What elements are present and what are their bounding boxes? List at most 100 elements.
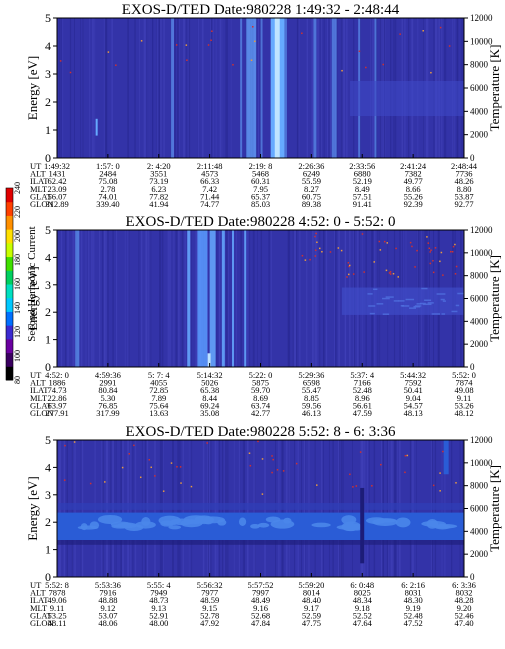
colorbar-tick-label: 100 <box>13 350 22 362</box>
striation <box>334 230 335 367</box>
band-patch <box>168 525 182 530</box>
info-row-label: MLT <box>30 393 48 403</box>
info-row-value: 47.64 <box>353 618 373 628</box>
data-dot <box>373 261 375 263</box>
info-row-value: 49.08 <box>454 385 473 395</box>
info-row-value: 6249 <box>303 169 320 179</box>
info-row-value: 48.06 <box>98 618 117 628</box>
data-dot <box>154 475 156 477</box>
y-tick-label: 2 <box>45 95 51 109</box>
data-dot <box>430 71 432 74</box>
info-row-label: MLT <box>30 603 48 613</box>
data-dot <box>442 274 444 276</box>
data-dot <box>416 249 418 252</box>
striation <box>94 18 96 158</box>
info-row-value: 7736 <box>456 169 473 179</box>
striation <box>91 230 93 367</box>
band-patch <box>202 516 214 525</box>
colorbar-segment <box>6 325 13 340</box>
y2-tick-label: 12000 <box>470 13 493 23</box>
data-dot <box>371 485 373 487</box>
data-dot <box>248 452 251 454</box>
y2-tick-label: 10000 <box>470 248 493 258</box>
info-row-value: 42.77 <box>251 408 270 418</box>
striation <box>179 18 181 158</box>
intensity-streak <box>244 230 247 367</box>
info-row-value: 65.38 <box>200 385 219 395</box>
band-fleck <box>367 293 373 295</box>
band-fleck <box>422 303 432 306</box>
band-fleck <box>451 310 458 313</box>
info-row-value: 7166 <box>354 378 371 388</box>
colorbar-tick-label: 180 <box>13 254 22 266</box>
data-dot <box>389 273 392 275</box>
y-tick-label: 4 <box>45 250 51 264</box>
y2-tick-label: 0 <box>470 153 475 163</box>
info-row-value: 2:11:48 <box>197 161 223 171</box>
data-dot <box>261 493 264 495</box>
data-dot <box>128 453 131 455</box>
data-dot <box>309 258 311 261</box>
data-dot <box>337 247 340 249</box>
spectrogram-image <box>57 230 464 367</box>
info-row-value: 312.89 <box>45 199 68 209</box>
band-patch <box>250 523 260 529</box>
y-tick-label: 3 <box>45 67 51 81</box>
info-row-value: 5:37: 4 <box>350 370 375 380</box>
data-dot <box>271 455 273 457</box>
data-dot <box>411 245 413 248</box>
info-row-label: ILAT <box>30 385 49 395</box>
band-fleck <box>455 304 460 307</box>
info-row-value: 2:48:44 <box>451 161 478 171</box>
info-row-value: 1886 <box>49 378 66 388</box>
info-row-value: 89.38 <box>302 199 321 209</box>
data-dot <box>211 30 213 32</box>
striation <box>329 18 332 158</box>
y2-tick-label: 8000 <box>470 271 489 281</box>
band-patch <box>341 523 359 532</box>
info-row-value: 76.85 <box>98 400 117 410</box>
band-patch <box>257 522 270 528</box>
y2-tick-label: 8000 <box>470 60 489 70</box>
info-row-value: 66.33 <box>200 176 219 186</box>
info-row-value: 65.37 <box>251 191 270 201</box>
y2-tick-label: 2000 <box>470 549 489 559</box>
band-fleck <box>409 307 417 309</box>
data-dot <box>316 484 318 486</box>
info-row-value: 55.47 <box>302 385 321 395</box>
colorbar-segment <box>6 366 13 381</box>
data-dot <box>301 32 303 35</box>
striation <box>296 18 298 158</box>
info-row-value: 80.84 <box>98 385 118 395</box>
striation <box>57 230 58 367</box>
info-row-value: 5:53:36 <box>95 580 121 590</box>
y2-tick-label: 0 <box>470 572 475 582</box>
data-dot <box>232 64 234 66</box>
info-row-value: 52.68 <box>251 610 270 620</box>
striation <box>112 230 114 367</box>
striation <box>167 230 170 367</box>
striation <box>155 18 158 158</box>
colorbar-segment <box>6 284 13 299</box>
y-tick-label: 4 <box>45 39 51 53</box>
data-dot <box>358 50 361 53</box>
striation <box>313 230 316 367</box>
data-dot <box>140 40 143 42</box>
striation <box>327 18 329 158</box>
band-fleck <box>416 303 422 305</box>
spectrogram-image <box>57 18 464 158</box>
striation <box>258 18 259 158</box>
data-dot <box>386 242 388 244</box>
data-dot <box>434 247 437 249</box>
upper-band <box>57 503 464 510</box>
info-row-value: 2:33:56 <box>349 161 375 171</box>
striation <box>103 18 106 158</box>
striation <box>104 18 107 158</box>
striation <box>316 230 318 367</box>
striation <box>188 18 191 158</box>
striation <box>169 230 171 367</box>
colorbar-tick-label: 200 <box>13 230 22 242</box>
striation <box>319 230 321 367</box>
info-row-label: UT <box>30 580 42 590</box>
band-patch <box>341 515 357 525</box>
